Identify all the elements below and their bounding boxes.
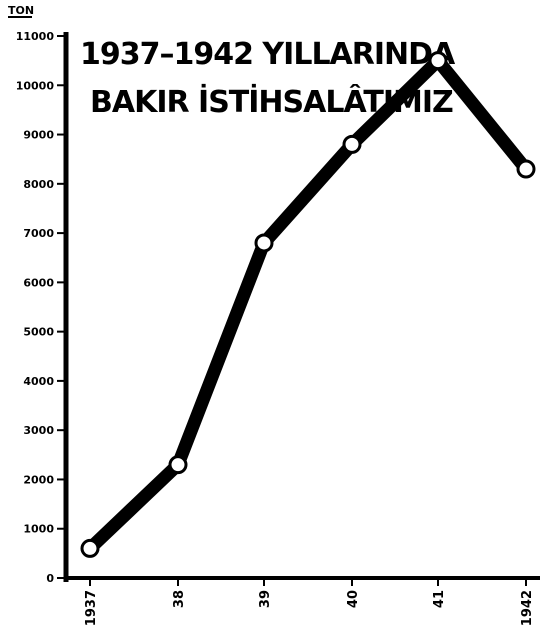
y-tick-label: 3000 <box>23 424 54 437</box>
x-tick-label: 38 <box>172 590 187 608</box>
y-tick-label: 1000 <box>23 523 54 536</box>
y-tick-label: 0 <box>46 572 54 585</box>
y-tick-label: 8000 <box>23 178 54 191</box>
x-tick-label: 41 <box>432 590 447 608</box>
y-unit-label: TON <box>8 4 34 17</box>
chart-title-line-1: 1937–1942 YILLARINDA <box>80 37 456 72</box>
series-line <box>83 54 533 555</box>
y-tick-label: 11000 <box>16 30 55 43</box>
data-point <box>254 233 274 253</box>
y-tick-label: 2000 <box>23 473 54 486</box>
x-tick-label: 1937 <box>84 590 99 626</box>
y-tick-label: 9000 <box>23 129 54 142</box>
data-point <box>342 134 362 154</box>
y-tick-label: 10000 <box>16 79 55 92</box>
axes <box>57 32 540 586</box>
x-tick-label: 39 <box>258 590 273 608</box>
y-tick-label: 7000 <box>23 227 54 240</box>
series-line-layer <box>83 54 533 555</box>
x-tick-label: 40 <box>346 590 361 608</box>
y-tick-label: 4000 <box>23 375 54 388</box>
y-tick-labels: 0 1000 2000 3000 4000 5000 6000 7000 8000 9000 100… <box>16 30 55 585</box>
data-point <box>516 159 536 179</box>
data-points <box>80 51 536 558</box>
data-point <box>428 51 448 71</box>
y-tick-label: 5000 <box>23 326 54 339</box>
x-tick-labels: 1937 38 39 40 41 1942 <box>84 590 535 626</box>
y-tick-label: 6000 <box>23 276 54 289</box>
data-point <box>168 455 188 475</box>
x-tick-label: 1942 <box>520 590 535 626</box>
data-point <box>80 538 100 558</box>
